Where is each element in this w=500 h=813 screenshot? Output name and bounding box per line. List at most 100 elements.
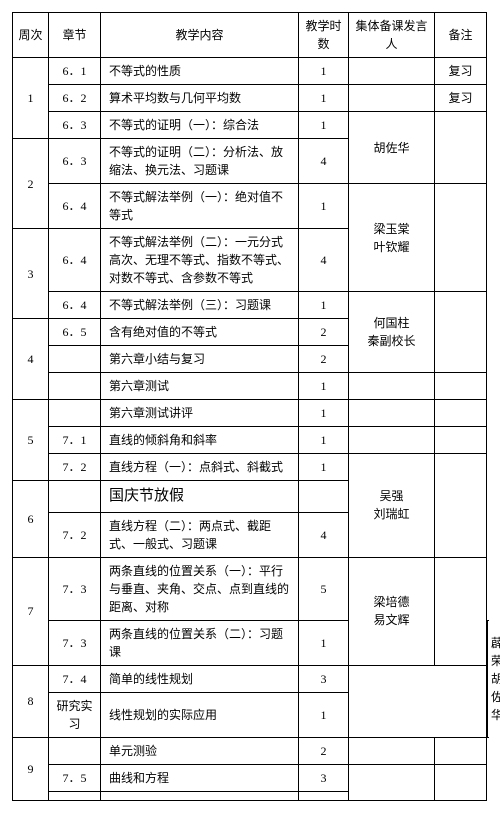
cell-speaker: 梁培德易文辉 [349,557,435,665]
table-row: 87．4简单的线性规划3 [13,665,488,692]
cell-section [49,737,101,764]
cell-content: 算术平均数与几何平均数 [101,85,299,112]
header-row: 周次 章节 教学内容 教学时数 集体备课发言人 备注 [13,13,488,58]
cell-content: 直线方程（二）：两点式、截距式、一般式、习题课 [101,512,299,557]
table-row: 6．2算术平均数与几何平均数1复习 [13,85,488,112]
header-week: 周次 [13,13,49,58]
cell-hours: 1 [299,620,349,665]
cell-speaker [349,764,435,800]
cell-section: 6．4 [49,184,101,229]
table-body: 16．1不等式的性质1复习6．2算术平均数与几何平均数1复习6．3不等式的证明（… [13,58,488,801]
cell-content [101,791,299,800]
cell-remark: 复习 [435,58,487,85]
cell-content: 简单的线性规划 [101,665,299,692]
cell-speaker [349,85,435,112]
cell-week: 9 [13,737,49,800]
cell-section: 6．1 [49,58,101,85]
cell-week: 8 [13,665,49,737]
cell-speaker: 吴强刘瑞虹 [349,454,435,558]
cell-speaker [349,400,435,427]
schedule-table: 周次 章节 教学内容 教学时数 集体备课发言人 备注 16．1不等式的性质1复习… [12,12,488,801]
cell-remark [435,737,487,764]
cell-content: 不等式解法举例（三）：习题课 [101,292,299,319]
cell-section: 7．3 [49,557,101,620]
cell-speaker [349,373,435,400]
cell-content: 直线方程（一）：点斜式、斜截式 [101,454,299,481]
cell-content: 两条直线的位置关系（一）：平行与垂直、夹角、交点、点到直线的距离、对称 [101,557,299,620]
cell-content: 不等式解法举例（二）：一元分式高次、无理不等式、指数不等式、对数不等式、含参数不… [101,229,299,292]
cell-section: 6．5 [49,319,101,346]
cell-hours: 1 [299,112,349,139]
cell-speaker: 何国柱秦副校长 [349,292,435,373]
header-content: 教学内容 [101,13,299,58]
cell-week: 4 [13,319,49,400]
cell-remark [435,764,487,800]
cell-hours: 1 [299,85,349,112]
cell-section [49,346,101,373]
cell-remark [435,112,487,184]
cell-section: 6．4 [49,292,101,319]
table-row: 6．4不等式解法举例（三）：习题课1何国柱秦副校长 [13,292,488,319]
cell-hours: 4 [299,229,349,292]
cell-hours: 3 [299,764,349,791]
table-row: 5第六章测试讲评1 [13,400,488,427]
cell-content: 单元测验 [101,737,299,764]
cell-hours: 4 [299,512,349,557]
cell-section: 6．4 [49,229,101,292]
cell-hours: 1 [299,427,349,454]
cell-section: 7．2 [49,454,101,481]
cell-hours [299,791,349,800]
cell-content: 第六章测试 [101,373,299,400]
cell-remark: 复习 [435,85,487,112]
cell-hours: 1 [299,373,349,400]
cell-section: 7．5 [49,764,101,791]
cell-week: 5 [13,400,49,481]
cell-hours: 5 [299,557,349,620]
cell-remark [435,373,487,400]
cell-section [49,791,101,800]
table-row: 7．2直线方程（一）：点斜式、斜截式1吴强刘瑞虹 [13,454,488,481]
cell-content: 两条直线的位置关系（二）：习题课 [101,620,299,665]
cell-hours: 3 [299,665,349,692]
cell-section [49,481,101,513]
cell-hours: 2 [299,737,349,764]
cell-section: 6．3 [49,139,101,184]
cell-content: 不等式解法举例（一）：绝对值不等式 [101,184,299,229]
table-row: 研究实习线性规划的实际应用1 [13,692,488,737]
cell-hours: 4 [299,139,349,184]
cell-hours: 1 [299,292,349,319]
cell-hours: 1 [299,58,349,85]
table-row: 6．3不等式的证明（一）：综合法1胡佐华 [13,112,488,139]
cell-week: 7 [13,557,49,665]
header-hours: 教学时数 [299,13,349,58]
cell-hours: 1 [299,184,349,229]
cell-remark [487,620,488,737]
table-row: 16．1不等式的性质1复习 [13,58,488,85]
cell-section: 研究实习 [49,692,101,737]
cell-section [49,400,101,427]
cell-section: 7．2 [49,512,101,557]
header-speaker: 集体备课发言人 [349,13,435,58]
cell-hours: 1 [299,454,349,481]
cell-hours: 1 [299,692,349,737]
cell-hours: 2 [299,319,349,346]
cell-content: 国庆节放假 [101,481,299,513]
cell-section: 7．3 [49,620,101,665]
table-row: 77．3两条直线的位置关系（一）：平行与垂直、夹角、交点、点到直线的距离、对称5… [13,557,488,620]
cell-speaker [349,427,435,454]
cell-remark [435,400,487,427]
cell-remark [435,292,487,373]
cell-content: 不等式的性质 [101,58,299,85]
cell-content: 线性规划的实际应用 [101,692,299,737]
cell-hours [299,481,349,513]
table-row: 6．4不等式解法举例（一）：绝对值不等式1梁玉棠叶钦耀 [13,184,488,229]
cell-speaker [349,737,435,764]
cell-section: 7．4 [49,665,101,692]
cell-content: 曲线和方程 [101,764,299,791]
cell-remark [435,184,487,292]
cell-section [49,373,101,400]
cell-content: 第六章小结与复习 [101,346,299,373]
cell-week: 6 [13,481,49,558]
cell-speaker: 梁玉棠叶钦耀 [349,184,435,292]
cell-content: 第六章测试讲评 [101,400,299,427]
